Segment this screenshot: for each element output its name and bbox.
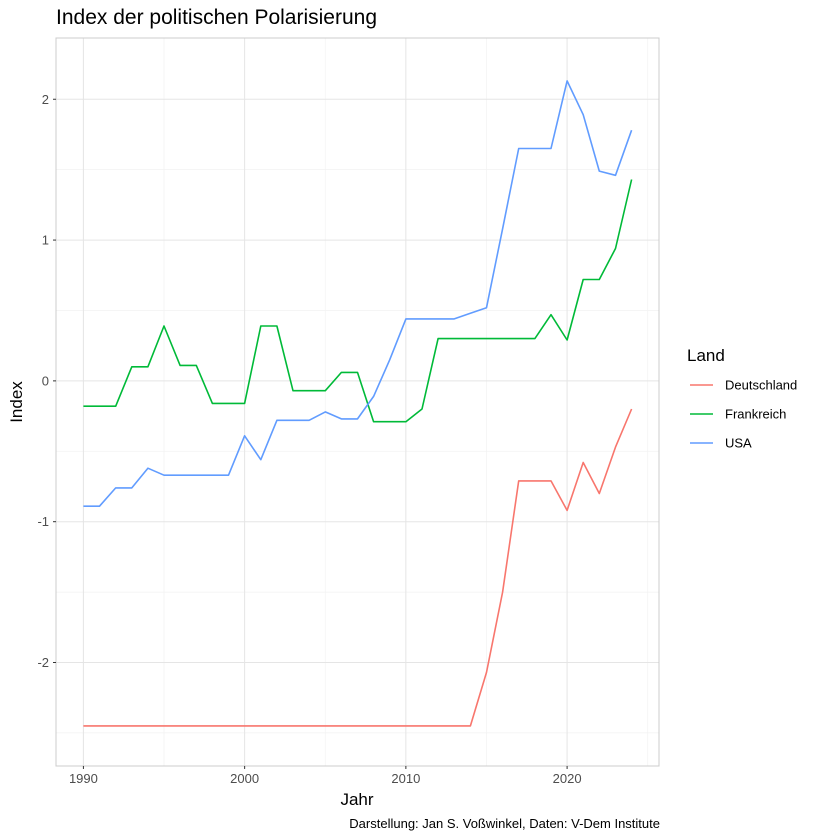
x-tick-label: 2000 (230, 771, 259, 786)
x-tick-label: 2020 (553, 771, 582, 786)
legend-title: Land (687, 346, 725, 365)
x-axis-ticks: 1990 2000 2010 2020 (69, 766, 582, 786)
legend-label-usa: USA (725, 436, 752, 451)
series-line-usa (83, 80, 633, 508)
chart-caption: Darstellung: Jan S. Voßwinkel, Daten: V-… (349, 816, 660, 831)
x-axis-title: Jahr (340, 790, 373, 809)
y-axis-ticks: -2 -1 0 1 2 (37, 92, 56, 670)
legend-items: Deutschland Frankreich USA (690, 378, 797, 451)
major-gridlines (56, 38, 659, 766)
legend-label-frankreich: Frankreich (725, 407, 786, 422)
minor-gridlines (56, 38, 659, 766)
series-lines (83, 80, 633, 727)
x-tick-label: 1990 (69, 771, 98, 786)
y-tick-label: 1 (42, 233, 49, 248)
y-tick-label: 2 (42, 92, 49, 107)
series-line-frankreich (83, 179, 633, 423)
y-tick-label: -1 (37, 514, 49, 529)
y-axis-title: Index (7, 381, 26, 423)
y-tick-label: 0 (42, 373, 49, 388)
y-tick-label: -2 (37, 655, 49, 670)
legend-label-deutschland: Deutschland (725, 378, 797, 393)
plot-panel-border (55, 37, 660, 767)
legend: Land Deutschland Frankreich USA (687, 346, 797, 451)
chart-title: Index der politischen Polarisierung (56, 6, 377, 29)
series-line-deutschland (83, 408, 633, 727)
x-tick-label: 2010 (391, 771, 420, 786)
